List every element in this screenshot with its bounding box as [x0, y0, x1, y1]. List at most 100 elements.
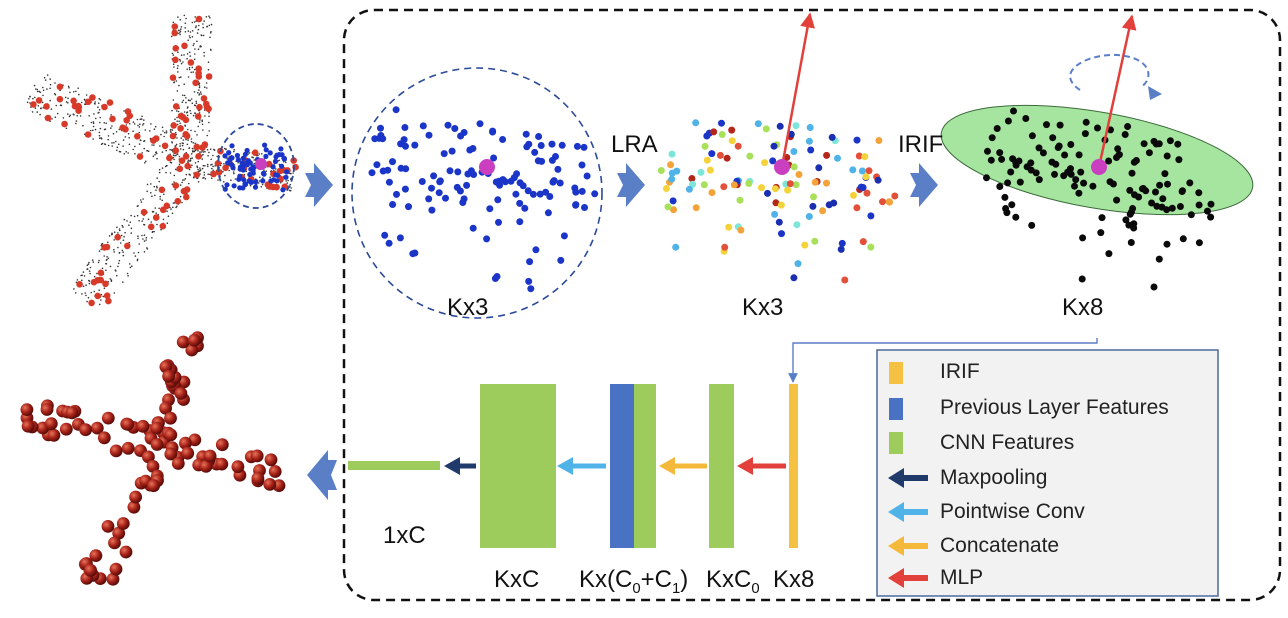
cloud-point	[128, 143, 131, 146]
lra-point	[708, 189, 716, 197]
cloud-point	[143, 119, 145, 121]
irif-point	[1152, 188, 1159, 196]
lra-point	[825, 201, 833, 209]
sampled-point	[152, 214, 160, 221]
sampled-point	[169, 74, 177, 81]
sampled-point	[94, 292, 101, 300]
cloud-point	[186, 114, 189, 117]
neighborhood-point	[446, 167, 454, 175]
cloud-point	[150, 183, 152, 185]
cloud-point	[179, 18, 182, 21]
cloud-point	[200, 151, 203, 153]
cloud-point	[179, 30, 182, 33]
neighborhood-point	[490, 154, 498, 162]
cloud-point	[171, 212, 174, 215]
cloud-point	[154, 194, 156, 197]
lra-point	[692, 204, 700, 212]
cloud-point	[137, 251, 140, 254]
cloud-point	[233, 150, 235, 153]
center-point-2	[774, 159, 790, 175]
cloud-point	[116, 274, 118, 277]
cloud-point	[171, 141, 173, 143]
lra-point	[823, 151, 831, 159]
cloud-point	[104, 143, 107, 146]
cloud-point	[42, 94, 44, 97]
neighborhood-point	[486, 205, 494, 213]
cloud-point	[207, 61, 210, 63]
cloud-point	[191, 147, 194, 150]
irif-point	[1009, 155, 1017, 163]
cloud-point	[98, 134, 101, 137]
cloud-point	[186, 68, 188, 71]
irif-point	[1035, 176, 1043, 184]
cloud-point	[98, 131, 101, 134]
cloud-point	[117, 232, 119, 234]
cloud-point	[189, 99, 191, 102]
cloud-point	[194, 142, 196, 145]
cloud-point	[110, 114, 112, 116]
cloud-point	[36, 88, 39, 91]
lra-point	[776, 122, 784, 130]
lra-colored-points	[657, 119, 899, 284]
lra-point	[853, 136, 861, 144]
cloud-point	[68, 87, 70, 89]
cloud-point	[182, 94, 184, 97]
cloud-point	[207, 155, 209, 157]
cloud-point	[98, 289, 100, 292]
sampled-point	[114, 233, 121, 241]
processing-box	[342, 8, 1282, 602]
cloud-point	[138, 143, 141, 145]
neighborhood-point	[226, 150, 232, 156]
irif-point	[987, 156, 995, 164]
cloud-point	[194, 130, 196, 133]
lra-point	[792, 122, 800, 130]
output-point	[112, 526, 126, 540]
cloud-point	[44, 79, 47, 81]
output-point	[136, 419, 150, 433]
neighborhood-ring-small	[217, 123, 295, 209]
cloud-point	[132, 130, 134, 132]
cloud-point	[285, 180, 287, 182]
cloud-point	[163, 135, 165, 138]
cloud-point	[159, 198, 161, 200]
cloud-point	[59, 104, 62, 106]
cloud-point	[172, 156, 175, 159]
cloud-point	[92, 261, 95, 263]
cloud-point	[202, 34, 205, 37]
cloud-point	[188, 168, 191, 171]
cloud-point	[179, 145, 181, 147]
cloud-point	[186, 111, 188, 114]
lra-point	[720, 183, 728, 191]
irif-point	[1081, 130, 1089, 138]
cloud-point	[115, 131, 118, 133]
neighborhood-point	[526, 258, 534, 266]
irif-point	[988, 134, 996, 142]
neighborhood-point	[281, 155, 287, 161]
irif-point	[1126, 186, 1134, 194]
sampled-point	[97, 269, 105, 277]
cloud-point	[192, 44, 195, 47]
lra-point	[708, 150, 716, 158]
cloud-point	[140, 118, 143, 120]
neighborhood-point	[440, 150, 448, 158]
cloud-point	[141, 220, 143, 222]
cloud-point	[261, 183, 264, 186]
cloud-point	[287, 179, 289, 182]
cloud-point	[174, 145, 176, 147]
cloud-point	[128, 123, 131, 125]
irif-point	[984, 147, 991, 155]
cloud-point	[193, 42, 195, 45]
irif-points	[983, 107, 1215, 291]
neighborhood-circle	[351, 67, 603, 319]
sampled-point	[159, 222, 167, 230]
irif-point	[1067, 141, 1075, 148]
output-point	[263, 478, 277, 491]
cloud-point	[153, 185, 156, 188]
neighborhood-point	[263, 147, 269, 153]
sampled-point	[170, 122, 177, 129]
cloud-point	[67, 113, 69, 115]
cloud-point	[265, 170, 268, 172]
cloud-point	[105, 122, 107, 125]
cloud-point	[88, 279, 90, 282]
cloud-point	[153, 230, 155, 233]
